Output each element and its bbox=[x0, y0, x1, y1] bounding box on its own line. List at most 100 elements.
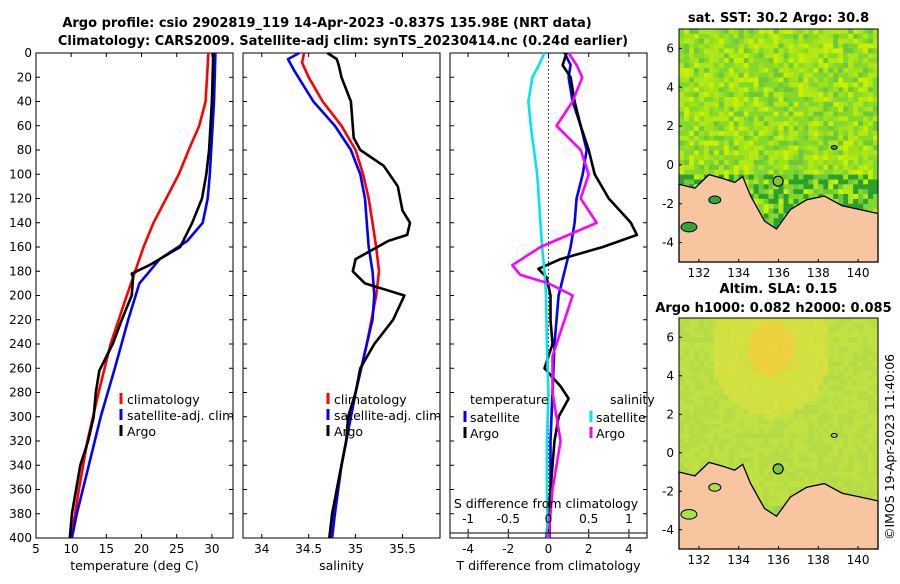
map-cell bbox=[858, 164, 864, 171]
map-cell bbox=[703, 130, 710, 137]
map-cell bbox=[818, 404, 824, 410]
map-cell bbox=[763, 218, 770, 224]
map-cell bbox=[833, 390, 839, 396]
map-cell bbox=[728, 43, 735, 50]
map-cell bbox=[753, 130, 760, 137]
map-cell bbox=[743, 97, 750, 103]
map-cell bbox=[843, 409, 849, 415]
map-cell bbox=[693, 43, 700, 50]
map-cell bbox=[723, 375, 730, 382]
map-cell bbox=[798, 462, 804, 468]
map-cell bbox=[753, 164, 760, 171]
map-cell bbox=[778, 53, 785, 59]
map-cell bbox=[713, 82, 720, 88]
map-cell bbox=[803, 476, 809, 483]
map-cell bbox=[689, 366, 695, 372]
map-cell bbox=[723, 409, 730, 415]
map-cell bbox=[848, 87, 854, 93]
map-cell bbox=[813, 337, 819, 343]
map-cell bbox=[818, 361, 824, 367]
map-cell bbox=[698, 404, 705, 410]
s-axis-tick-label: 1 bbox=[625, 512, 633, 526]
map-cell bbox=[778, 438, 785, 444]
map-cell bbox=[728, 121, 735, 127]
map-cell bbox=[684, 399, 690, 406]
map-cell bbox=[818, 419, 824, 425]
map-cell bbox=[689, 121, 695, 127]
map-cell bbox=[713, 409, 720, 415]
map-cell bbox=[818, 92, 824, 98]
map-cell bbox=[703, 414, 710, 420]
map-cell bbox=[813, 327, 819, 333]
x-tick-label: 35 bbox=[348, 542, 363, 556]
y-tick-label: 0 bbox=[666, 158, 674, 172]
map-cell bbox=[848, 423, 854, 430]
map-cell bbox=[853, 433, 859, 439]
map-cell bbox=[689, 361, 695, 367]
map-cell bbox=[778, 481, 785, 487]
map-cell bbox=[708, 318, 715, 324]
series-line bbox=[510, 52, 599, 539]
map-cell bbox=[728, 438, 735, 444]
map-cell bbox=[823, 121, 829, 127]
map-cell bbox=[758, 342, 765, 348]
map-cell bbox=[713, 145, 720, 151]
map-cell bbox=[773, 361, 780, 367]
map-cell bbox=[753, 462, 760, 468]
map-cell bbox=[798, 38, 804, 45]
map-cell bbox=[843, 486, 849, 492]
map-cell bbox=[758, 150, 765, 156]
map-cell bbox=[823, 189, 829, 195]
map-cell bbox=[698, 130, 705, 137]
map-cell bbox=[703, 164, 710, 171]
x-tick-label: 132 bbox=[687, 553, 710, 567]
map-cell bbox=[684, 356, 690, 362]
map-cell bbox=[743, 385, 750, 391]
map-cell bbox=[858, 361, 864, 367]
map-cell bbox=[818, 452, 824, 459]
map-cell bbox=[773, 419, 780, 425]
map-cell bbox=[738, 33, 745, 40]
map-cell bbox=[689, 174, 695, 181]
map-cell bbox=[753, 443, 760, 449]
map-cell bbox=[828, 116, 834, 122]
map-cell bbox=[693, 342, 700, 348]
map-cell bbox=[868, 351, 874, 358]
map-cell bbox=[679, 43, 685, 50]
map-cell bbox=[679, 346, 685, 353]
map-cell bbox=[768, 375, 775, 382]
map-cell bbox=[783, 318, 790, 324]
map-cell bbox=[718, 375, 725, 382]
map-cell bbox=[733, 87, 740, 93]
map-cell bbox=[758, 419, 765, 425]
map-cell bbox=[748, 48, 755, 54]
map-cell bbox=[783, 58, 790, 64]
map-cell bbox=[689, 375, 695, 382]
map-cell bbox=[793, 462, 799, 468]
map-cell bbox=[873, 29, 879, 35]
map-cell bbox=[738, 332, 745, 338]
map-cell bbox=[873, 150, 879, 156]
map-cell bbox=[753, 332, 760, 338]
map-cell bbox=[783, 404, 790, 410]
map-cell bbox=[843, 399, 849, 406]
map-cell bbox=[838, 126, 844, 132]
map-cell bbox=[833, 92, 839, 98]
map-cell bbox=[743, 92, 750, 98]
map-cell bbox=[723, 111, 730, 117]
map-cell bbox=[868, 116, 874, 122]
map-cell bbox=[778, 496, 785, 502]
map-cell bbox=[863, 332, 869, 338]
map-cell bbox=[723, 356, 730, 362]
map-cell bbox=[798, 419, 804, 425]
map-cell bbox=[783, 327, 790, 333]
map-cell bbox=[828, 351, 834, 358]
map-cell bbox=[703, 375, 710, 382]
map-cell bbox=[718, 380, 725, 386]
map-cell bbox=[793, 194, 799, 200]
map-cell bbox=[693, 447, 700, 454]
map-cell bbox=[838, 101, 844, 108]
map-cell bbox=[868, 452, 874, 459]
map-cell bbox=[693, 82, 700, 88]
map-cell bbox=[848, 428, 854, 435]
